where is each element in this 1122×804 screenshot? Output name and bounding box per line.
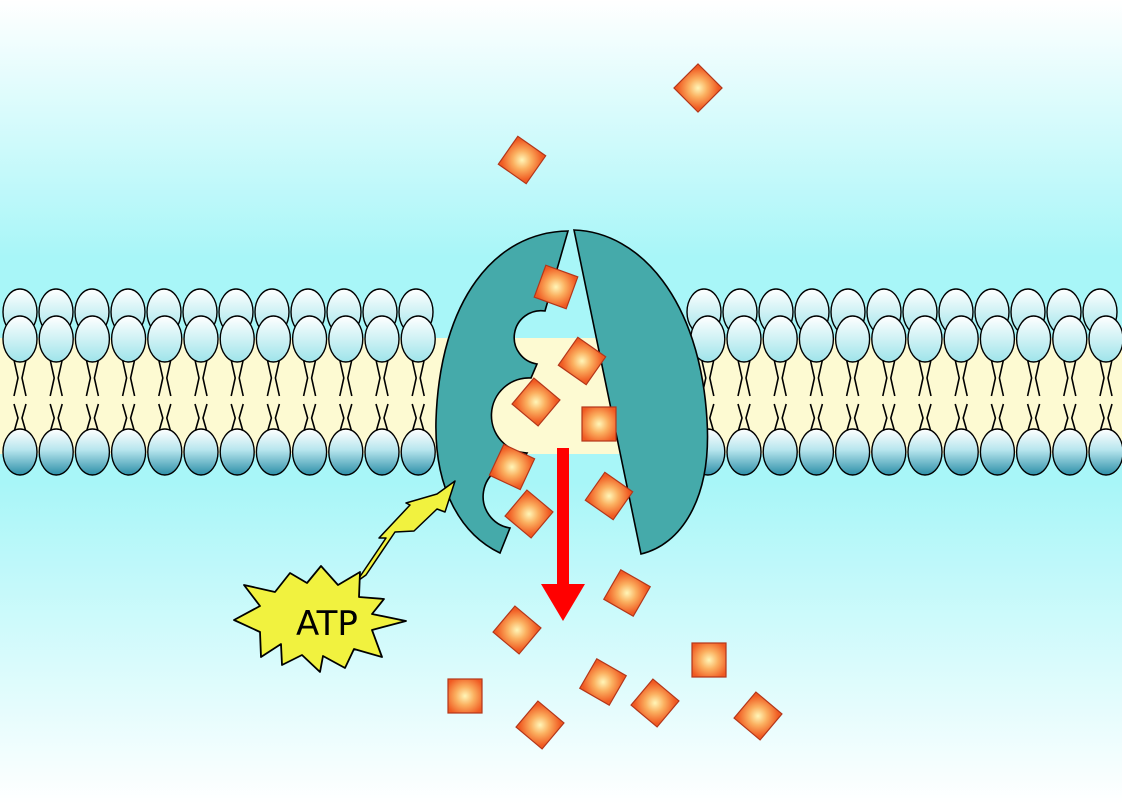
phospholipid-head bbox=[74, 428, 111, 476]
phospholipid-head bbox=[871, 315, 907, 363]
phospholipid-head bbox=[943, 315, 979, 363]
phospholipid-head bbox=[798, 315, 835, 363]
phospholipid-head bbox=[400, 315, 436, 363]
phospholipid-head bbox=[2, 315, 38, 363]
phospholipid-head bbox=[1052, 315, 1088, 363]
transport-direction-arrow bbox=[541, 448, 585, 621]
phospholipid-head bbox=[834, 315, 871, 363]
phospholipid-head bbox=[834, 428, 871, 476]
phospholipid-head bbox=[400, 428, 436, 476]
phospholipid-head bbox=[147, 315, 183, 363]
phospholipid-head bbox=[979, 315, 1016, 363]
molecule bbox=[581, 406, 617, 442]
phospholipid-head bbox=[364, 315, 400, 363]
phospholipid-head bbox=[907, 315, 943, 363]
phospholipid-head bbox=[1015, 428, 1052, 476]
molecule bbox=[691, 642, 727, 678]
phospholipid-head bbox=[255, 315, 292, 363]
phospholipid-head bbox=[110, 315, 147, 363]
phospholipid-head bbox=[328, 428, 364, 476]
phospholipid-head bbox=[871, 428, 907, 476]
phospholipid-head bbox=[1088, 315, 1122, 363]
phospholipid-head bbox=[291, 428, 328, 476]
molecule bbox=[447, 678, 483, 714]
phospholipid-head bbox=[798, 428, 835, 476]
phospholipid-head bbox=[74, 315, 111, 363]
phospholipid-head bbox=[726, 428, 762, 476]
atp-label: ATP bbox=[296, 604, 358, 644]
pump-right-half bbox=[573, 229, 709, 555]
phospholipid-head bbox=[762, 428, 798, 476]
phospholipid-head bbox=[907, 428, 943, 476]
phospholipid-head bbox=[1088, 428, 1122, 476]
phospholipid-head bbox=[219, 428, 255, 476]
phospholipid-head bbox=[2, 428, 38, 476]
phospholipid-head bbox=[255, 428, 292, 476]
pump-protein bbox=[435, 229, 709, 555]
phospholipid-head bbox=[762, 315, 798, 363]
phospholipid-head bbox=[183, 428, 219, 476]
phospholipid-head bbox=[291, 315, 328, 363]
phospholipid-head bbox=[183, 315, 219, 363]
phospholipid-head bbox=[979, 428, 1016, 476]
phospholipid-head bbox=[110, 428, 147, 476]
phospholipid-head bbox=[219, 315, 255, 363]
phospholipid-head bbox=[38, 428, 74, 476]
phospholipid-head bbox=[328, 315, 364, 363]
phospholipid-bilayer bbox=[0, 288, 1122, 476]
phospholipid-head bbox=[1015, 315, 1052, 363]
phospholipid-head bbox=[1052, 428, 1088, 476]
atp-burst: ATP bbox=[233, 565, 407, 673]
atp-star-icon bbox=[233, 565, 407, 673]
phospholipid-head bbox=[726, 315, 762, 363]
phospholipid-head bbox=[38, 315, 74, 363]
phospholipid-head bbox=[364, 428, 400, 476]
phospholipid-head bbox=[147, 428, 183, 476]
phospholipid-head bbox=[943, 428, 979, 476]
